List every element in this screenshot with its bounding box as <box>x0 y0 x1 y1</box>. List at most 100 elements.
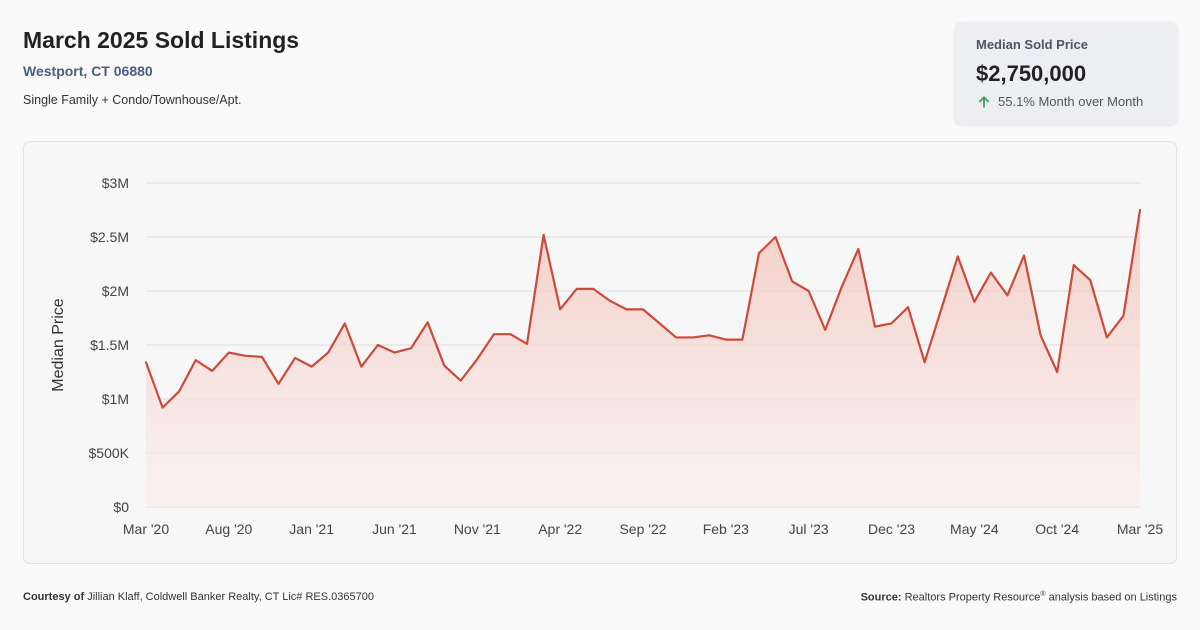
location-label: Westport, CT 06880 <box>23 63 153 79</box>
page-title: March 2025 Sold Listings <box>23 27 300 53</box>
registered-mark: ® <box>1040 591 1046 598</box>
data-point <box>807 290 810 292</box>
data-point <box>956 255 959 258</box>
data-point <box>940 308 942 311</box>
data-point <box>923 361 926 364</box>
data-point <box>393 351 396 354</box>
data-point <box>526 343 528 345</box>
y-tick-label: $1M <box>102 391 129 407</box>
data-point <box>476 358 479 360</box>
source-text: Realtors Property Resource <box>904 591 1041 604</box>
source-label: Source: <box>860 591 902 604</box>
data-point <box>1106 336 1108 339</box>
data-point <box>310 365 313 368</box>
data-point <box>161 406 164 409</box>
data-point <box>907 306 909 308</box>
x-tick-label: Mar '20 <box>123 521 169 537</box>
data-point <box>841 285 843 288</box>
data-point <box>575 288 578 290</box>
courtesy-text: Jillian Klaff, Coldwell Banker Realty, C… <box>87 591 374 603</box>
property-types-label: Single Family + Condo/Townhouse/Apt. <box>23 93 242 107</box>
data-point <box>609 299 611 302</box>
data-point <box>228 351 230 354</box>
x-tick-label: Oct '24 <box>1035 521 1079 537</box>
data-point <box>559 308 561 311</box>
kpi-change: 55.1% Month over Month <box>977 94 1143 109</box>
price-area <box>146 210 1140 507</box>
data-point <box>261 356 263 358</box>
median-price-chart: $0 $500K $1M $1.5M $2M $2.5M $3M Median Price Ma… <box>50 175 1163 537</box>
x-tick-label: Nov '21 <box>454 521 501 537</box>
data-point <box>194 359 197 361</box>
data-point <box>178 390 180 393</box>
data-point <box>1089 279 1092 281</box>
data-point <box>360 365 363 368</box>
data-point <box>774 236 777 238</box>
kpi-change-text: 55.1% Month over Month <box>998 94 1144 109</box>
data-point <box>1072 264 1075 266</box>
data-point <box>824 329 827 331</box>
x-tick-label: Apr '22 <box>538 521 582 537</box>
y-tick-label: $500K <box>89 445 130 461</box>
data-point <box>741 338 744 341</box>
y-tick-label: $2.5M <box>90 229 129 245</box>
source-text-2: analysis based on Listings <box>1048 591 1177 604</box>
data-point <box>509 333 512 335</box>
data-point <box>675 336 677 339</box>
data-point <box>625 308 628 311</box>
data-point <box>1039 334 1042 337</box>
data-point <box>1139 209 1141 211</box>
chart-card: $0 $500K $1M $1.5M $2M $2.5M $3M Median Price Ma… <box>23 141 1177 564</box>
data-point <box>244 355 247 357</box>
data-point <box>791 280 793 283</box>
data-point <box>145 361 147 364</box>
data-point <box>426 321 429 324</box>
data-point <box>211 370 214 372</box>
x-tick-label: Jul '23 <box>789 521 829 537</box>
x-tick-label: Mar '25 <box>1117 521 1163 537</box>
data-point <box>658 322 661 325</box>
data-point <box>592 288 595 290</box>
y-tick-label: $1.5M <box>90 337 129 353</box>
data-point <box>725 338 727 341</box>
data-point <box>758 252 760 254</box>
data-point <box>294 357 296 359</box>
data-point <box>344 322 346 325</box>
data-point <box>857 248 860 250</box>
source-footer: Source: Realtors Property Resource® anal… <box>861 591 1177 604</box>
x-tick-label: Sep '22 <box>619 521 666 537</box>
data-point <box>1023 254 1025 257</box>
data-point <box>493 333 495 335</box>
data-point <box>459 379 462 382</box>
x-tick-label: May '24 <box>950 521 999 537</box>
data-point <box>410 347 412 350</box>
data-point <box>642 308 644 311</box>
y-tick-label: $2M <box>102 283 129 299</box>
x-tick-label: Jun '21 <box>372 521 417 537</box>
data-point <box>1006 294 1009 297</box>
y-tick-label: $0 <box>113 499 129 515</box>
courtesy-footer: Courtesy of Jillian Klaff, Coldwell Bank… <box>23 591 374 603</box>
data-point <box>973 301 976 303</box>
x-tick-label: Dec '23 <box>868 521 915 537</box>
courtesy-label: Courtesy of <box>23 591 85 603</box>
x-tick-label: Feb '23 <box>703 521 749 537</box>
x-tick-label: Aug '20 <box>205 521 252 537</box>
data-point <box>443 364 446 367</box>
data-point <box>874 325 876 328</box>
data-point <box>327 351 330 354</box>
median-price-card: Median Sold Price $2,750,000 55.1% Month… <box>955 22 1177 124</box>
x-tick-label: Jan '21 <box>289 521 334 537</box>
data-point <box>890 322 893 325</box>
data-point <box>691 336 694 339</box>
kpi-label: Median Sold Price <box>976 37 1088 52</box>
data-point <box>990 271 992 274</box>
data-point <box>708 334 711 337</box>
data-point <box>377 344 379 346</box>
data-point <box>542 234 545 236</box>
y-axis-label: Median Price <box>50 298 67 391</box>
arrow-up-icon <box>978 95 990 108</box>
y-tick-label: $3M <box>102 175 129 191</box>
data-point <box>1056 371 1058 373</box>
data-point <box>1122 315 1125 317</box>
